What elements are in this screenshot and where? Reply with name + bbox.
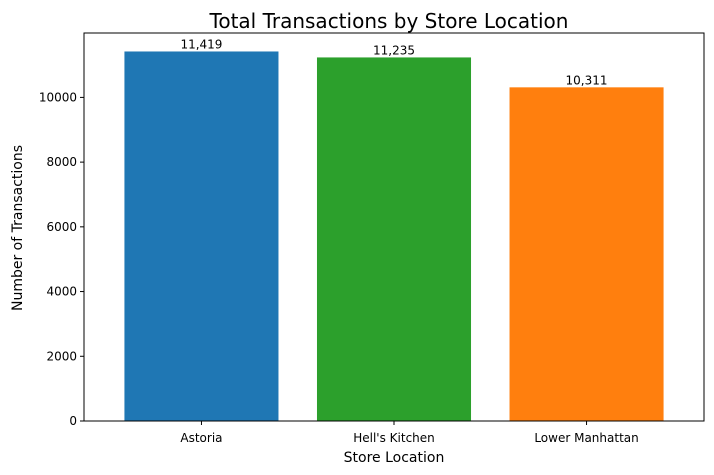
x-ticks-group: Astoria Hell's Kitchen Lower Manhattan — [180, 421, 639, 445]
y-tick-label-2: 4000 — [46, 285, 77, 299]
y-ticks-group: 0 2000 4000 6000 8000 10000 — [39, 90, 84, 428]
chart-title: Total Transactions by Store Location — [209, 9, 569, 33]
y-tick-label-3: 6000 — [46, 220, 77, 234]
bars-group — [124, 51, 664, 422]
y-axis-label: Number of Transactions — [10, 145, 26, 311]
y-tick-label-0: 0 — [69, 414, 77, 428]
x-tick-label-1: Hell's Kitchen — [353, 431, 435, 445]
data-label-2: 10,311 — [566, 73, 608, 87]
data-label-0: 11,419 — [180, 37, 222, 51]
x-tick-label-2: Lower Manhattan — [534, 431, 638, 445]
x-axis-label: Store Location — [344, 450, 445, 466]
bar-2 — [509, 87, 664, 421]
y-tick-label-1: 2000 — [46, 349, 77, 363]
data-label-1: 11,235 — [373, 43, 415, 57]
y-tick-label-5: 10000 — [39, 90, 77, 104]
data-labels-group: 11,419 11,235 10,311 — [180, 37, 607, 87]
y-tick-label-4: 8000 — [46, 155, 77, 169]
bar-1 — [316, 57, 472, 421]
bar-0 — [124, 51, 279, 422]
x-tick-label-0: Astoria — [180, 431, 222, 445]
